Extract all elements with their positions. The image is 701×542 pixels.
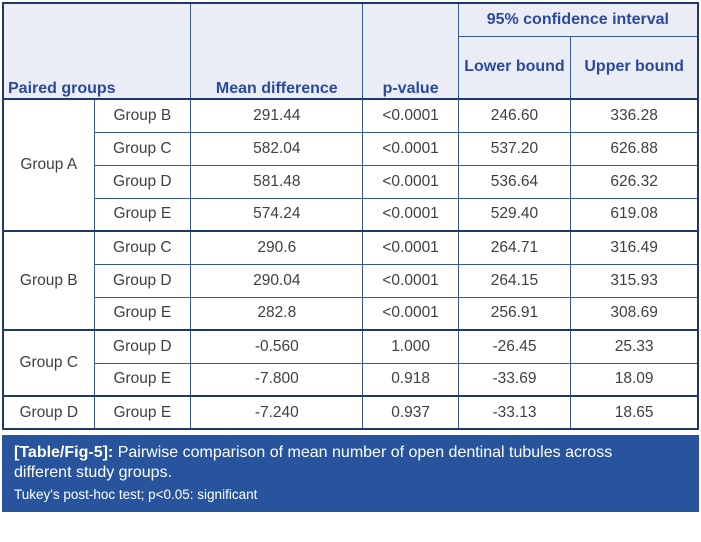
header-confidence-interval: 95% confidence interval bbox=[457, 2, 699, 37]
mean-difference-cell: 290.04 bbox=[190, 263, 364, 298]
caption-note: Tukey's post-hoc test; p<0.05: significa… bbox=[14, 486, 258, 502]
header-paired-groups: Paired groups bbox=[2, 2, 192, 100]
lower-bound-cell: -26.45 bbox=[457, 329, 572, 364]
header-p-value: p-value bbox=[362, 2, 459, 100]
p-value-cell: <0.0001 bbox=[362, 164, 459, 199]
group-cell: Group D bbox=[2, 395, 95, 430]
header-upper-bound: Upper bound bbox=[570, 35, 699, 100]
comparison-cell: Group E bbox=[93, 197, 192, 232]
comparison-cell: Group C bbox=[93, 131, 192, 166]
mean-difference-cell: -0.560 bbox=[190, 329, 364, 364]
results-table: Paired groups Mean difference p-value 95… bbox=[2, 2, 699, 430]
p-value-cell: 0.918 bbox=[362, 362, 459, 397]
mean-difference-cell: 291.44 bbox=[190, 98, 364, 133]
caption-label: [Table/Fig-5]: bbox=[14, 444, 114, 461]
table-row: Group A Group B 291.44 <0.0001 246.60 336.28 bbox=[2, 98, 699, 232]
upper-bound-cell: 18.65 bbox=[570, 395, 699, 430]
comparison-cell: Group E bbox=[93, 362, 192, 397]
table-row: Group D 581.48 <0.0001 536.64 626.32 bbox=[3, 164, 699, 199]
mean-difference-cell: 582.04 bbox=[190, 131, 364, 166]
lower-bound-cell: 536.64 bbox=[457, 164, 572, 199]
mean-difference-cell: 581.48 bbox=[190, 164, 364, 199]
p-value-cell: <0.0001 bbox=[362, 263, 459, 298]
caption-body: Pairwise comparison of mean number of op… bbox=[14, 444, 613, 482]
comparison-cell: Group B bbox=[93, 98, 192, 133]
lower-bound-cell: 264.15 bbox=[457, 263, 572, 298]
table-row: Group C 582.04 <0.0001 537.20 626.88 bbox=[3, 131, 699, 166]
group-cell: Group C bbox=[2, 329, 95, 397]
table-row: Group D 290.04 <0.0001 264.15 315.93 bbox=[3, 263, 699, 298]
upper-bound-cell: 619.08 bbox=[570, 197, 699, 232]
table-row: Group C Group D -0.560 1.000 -26.45 25.33 bbox=[2, 329, 699, 397]
p-value-cell: <0.0001 bbox=[362, 230, 459, 265]
group-cell: Group B bbox=[2, 230, 95, 331]
mean-difference-cell: 574.24 bbox=[190, 197, 364, 232]
p-value-cell: 0.937 bbox=[362, 395, 459, 430]
table-row: Group E 574.24 <0.0001 529.40 619.08 bbox=[3, 197, 699, 232]
caption-text: [Table/Fig-5]: Pairwise comparison of me… bbox=[14, 443, 662, 484]
header-mean-difference: Mean difference bbox=[190, 2, 364, 100]
header-row-1: Paired groups Mean difference p-value 95… bbox=[2, 2, 699, 100]
upper-bound-cell: 336.28 bbox=[570, 98, 699, 133]
lower-bound-cell: 246.60 bbox=[457, 98, 572, 133]
upper-bound-cell: 25.33 bbox=[570, 329, 699, 364]
group-cell: Group A bbox=[2, 98, 95, 232]
p-value-cell: <0.0001 bbox=[362, 296, 459, 331]
mean-difference-cell: 290.6 bbox=[190, 230, 364, 265]
table-row: Group E -7.800 0.918 -33.69 18.09 bbox=[3, 362, 699, 397]
lower-bound-cell: 264.71 bbox=[457, 230, 572, 265]
header-lower-bound: Lower bound bbox=[457, 35, 572, 100]
mean-difference-cell: -7.800 bbox=[190, 362, 364, 397]
comparison-cell: Group C bbox=[93, 230, 192, 265]
caption-bar: [Table/Fig-5]: Pairwise comparison of me… bbox=[2, 435, 699, 513]
comparison-cell: Group D bbox=[93, 263, 192, 298]
mean-difference-cell: 282.8 bbox=[190, 296, 364, 331]
upper-bound-cell: 315.93 bbox=[570, 263, 699, 298]
table-body: Group A Group B 291.44 <0.0001 246.60 336.28 G… bbox=[2, 98, 699, 430]
p-value-cell: <0.0001 bbox=[362, 98, 459, 133]
lower-bound-cell: -33.69 bbox=[457, 362, 572, 397]
lower-bound-cell: 537.20 bbox=[457, 131, 572, 166]
table-row: Group D Group E -7.240 0.937 -33.13 18.65 bbox=[2, 395, 699, 430]
mean-difference-cell: -7.240 bbox=[190, 395, 364, 430]
lower-bound-cell: 529.40 bbox=[457, 197, 572, 232]
p-value-cell: <0.0001 bbox=[362, 197, 459, 232]
p-value-cell: 1.000 bbox=[362, 329, 459, 364]
upper-bound-cell: 18.09 bbox=[570, 362, 699, 397]
p-value-cell: <0.0001 bbox=[362, 131, 459, 166]
table-row: Group B Group C 290.6 <0.0001 264.71 316.49 bbox=[2, 230, 699, 331]
header-row-2: Lower bound Upper bound bbox=[3, 35, 699, 100]
comparison-cell: Group D bbox=[93, 329, 192, 364]
lower-bound-cell: -33.13 bbox=[457, 395, 572, 430]
table-header: Paired groups Mean difference p-value 95… bbox=[2, 2, 699, 100]
upper-bound-cell: 316.49 bbox=[570, 230, 699, 265]
upper-bound-cell: 626.32 bbox=[570, 164, 699, 199]
comparison-cell: Group D bbox=[93, 164, 192, 199]
comparison-cell: Group E bbox=[93, 395, 192, 430]
lower-bound-cell: 256.91 bbox=[457, 296, 572, 331]
comparison-cell: Group E bbox=[93, 296, 192, 331]
upper-bound-cell: 626.88 bbox=[570, 131, 699, 166]
upper-bound-cell: 308.69 bbox=[570, 296, 699, 331]
table-row: Group E 282.8 <0.0001 256.91 308.69 bbox=[3, 296, 699, 331]
